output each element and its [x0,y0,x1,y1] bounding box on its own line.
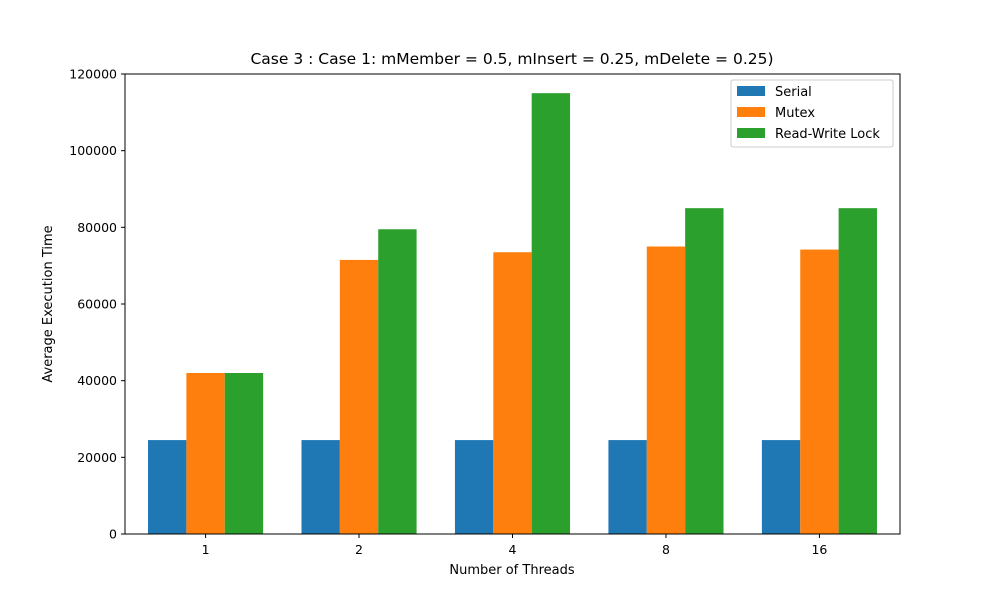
bar-serial-2 [301,440,340,534]
legend: Serial Mutex Read-Write Lock [730,79,894,148]
bar-read-write-lock-4 [531,93,571,535]
x-tick-label: 4 [509,542,517,557]
y-tick-label: 20000 [77,450,117,465]
y-axis: 0 20000 40000 60000 80000 100000 120000 [69,67,125,542]
bar-read-write-lock-1 [224,373,264,534]
bar-serial-1 [148,440,187,534]
legend-entry: Read-Write Lock [775,127,880,142]
bar-mutex-8 [646,246,686,534]
y-tick-label: 100000 [69,143,117,158]
x-axis: 1 2 4 8 16 [202,534,827,557]
x-axis-label: Number of Threads [449,563,574,578]
bar-read-write-lock-16 [838,208,877,535]
x-tick-label: 16 [811,542,827,557]
chart-title: Case 3 : Case 1: mMember = 0.5, mInsert … [250,50,773,68]
y-axis-label: Average Execution Time [41,225,56,382]
y-tick-label: 80000 [77,220,117,235]
x-tick-label: 2 [355,542,363,557]
bars-group [148,93,877,535]
bar-mutex-2 [339,259,379,534]
y-tick-label: 40000 [77,373,117,388]
legend-swatch [737,107,765,117]
legend-swatch [737,128,765,138]
y-tick-label: 0 [109,527,117,542]
bar-read-write-lock-8 [685,208,724,535]
legend-swatch [737,86,765,96]
bar-serial-16 [761,440,801,534]
bar-mutex-16 [800,249,839,534]
x-tick-label: 1 [202,542,210,557]
legend-entry: Serial [775,85,812,100]
y-tick-label: 120000 [69,67,117,82]
legend-entry: Mutex [775,106,815,121]
bar-serial-8 [608,440,647,534]
bar-mutex-4 [493,252,532,534]
bar-mutex-1 [186,373,225,534]
legend-frame [730,79,894,148]
bar-read-write-lock-2 [378,229,417,534]
x-tick-label: 8 [662,542,670,557]
bar-serial-4 [454,440,494,534]
y-tick-label: 60000 [77,297,117,312]
